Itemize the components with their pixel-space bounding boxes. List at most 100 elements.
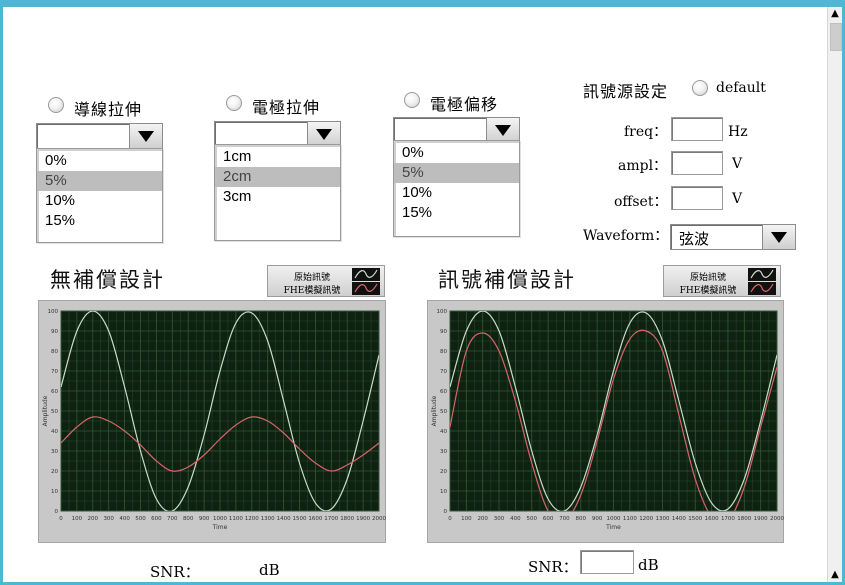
left-chart-svg: 0 100 200 300 400 500 600 700 800 900 1000 1100 1200… [42, 309, 386, 531]
chevron-down-icon[interactable] [129, 124, 162, 148]
wire-stretch-label: 導線拉伸 [74, 100, 143, 119]
x-tick-label: 1900 [356, 516, 370, 522]
x-tick-label: 900 [199, 516, 210, 522]
list-item-selected[interactable]: 2cm [215, 167, 340, 187]
chevron-down-icon[interactable] [486, 118, 519, 142]
y-tick-label: 20 [51, 469, 58, 475]
x-tick-label: 1800 [340, 516, 354, 522]
series-fhe-line [450, 329, 777, 511]
x-tick-label: 2000 [372, 516, 386, 522]
legend-fhe-label: FHE模擬訊號 [283, 286, 341, 296]
waveform-select[interactable]: 弦波 [670, 224, 796, 250]
y-tick-label: 50 [440, 409, 447, 415]
offset-unit: V [732, 191, 743, 207]
right-snr-label: SNR： [528, 558, 578, 576]
list-item[interactable]: 15% [402, 204, 433, 221]
list-item-selected[interactable]: 5% [37, 171, 162, 191]
legend-fhe-swatch [748, 282, 776, 295]
list-item[interactable]: 3cm [223, 188, 252, 205]
electrode-offset-select[interactable] [393, 117, 520, 143]
x-tick-label: 1600 [705, 516, 719, 522]
x-tick-label: 1100 [229, 516, 243, 522]
x-tick-label: 700 [167, 516, 178, 522]
scroll-up-icon[interactable]: ▲ [831, 8, 839, 19]
electrode-offset-radio[interactable] [404, 92, 420, 108]
x-tick-label: 600 [543, 516, 554, 522]
signal-source-label: 訊號源設定 [583, 82, 669, 101]
vertical-scrollbar[interactable]: ▲ ▲ [827, 7, 842, 582]
x-tick-label: 1200 [639, 516, 653, 522]
x-tick-label: 200 [88, 516, 99, 522]
y-tick-label: 0 [444, 509, 448, 515]
y-tick-label: 90 [440, 329, 447, 335]
wire-stretch-radio[interactable] [48, 97, 64, 113]
freq-field[interactable] [671, 117, 723, 141]
x-tick-label: 300 [494, 516, 505, 522]
x-tick-label: 1000 [213, 516, 227, 522]
legend-original-swatch [352, 268, 380, 281]
electrode-offset-list[interactable]: 0% 5% 10% 15% [393, 140, 520, 237]
right-snr-field[interactable] [580, 550, 634, 574]
chevron-down-icon[interactable] [307, 122, 340, 146]
series-original-line [61, 311, 379, 511]
x-tick-label: 1000 [607, 516, 621, 522]
left-snr-label: SNR： [150, 563, 200, 581]
list-item[interactable]: 0% [45, 152, 67, 169]
scroll-down-icon[interactable]: ▲ [831, 569, 839, 580]
y-tick-label: 40 [440, 429, 447, 435]
x-tick-label: 1100 [623, 516, 637, 522]
default-radio[interactable] [692, 80, 708, 96]
legend-line-icon [354, 283, 378, 293]
left-panel-title: 無補償設計 [50, 268, 165, 292]
series-fhe-line [61, 416, 379, 472]
y-tick-label: 40 [51, 429, 58, 435]
y-tick-label: 60 [440, 389, 447, 395]
x-tick-label: 2000 [770, 516, 784, 522]
ampl-field[interactable] [671, 151, 723, 175]
y-axis-label: Amplitude [42, 395, 49, 426]
x-tick-label: 300 [103, 516, 114, 522]
x-tick-label: 0 [448, 516, 452, 522]
list-item[interactable]: 0% [402, 144, 424, 161]
x-tick-label: 500 [135, 516, 146, 522]
default-label: default [716, 80, 766, 96]
wire-stretch-select[interactable] [36, 123, 163, 149]
chevron-down-icon[interactable] [762, 225, 795, 249]
list-item[interactable]: 10% [402, 184, 433, 201]
series-original-line [450, 311, 777, 511]
legend-original-label: 原始訊號 [689, 273, 726, 283]
legend-line [354, 269, 378, 279]
right-panel-title: 訊號補償設計 [438, 268, 576, 292]
list-item-selected[interactable]: 5% [394, 163, 519, 183]
x-tick-label: 1700 [324, 516, 338, 522]
list-item[interactable]: 10% [45, 192, 76, 209]
x-tick-label: 1800 [737, 516, 751, 522]
legend-fhe-swatch [352, 282, 380, 295]
electrode-stretch-radio[interactable] [226, 95, 242, 111]
x-tick-label: 500 [527, 516, 538, 522]
ampl-unit: V [732, 156, 743, 172]
waveform-label: Waveform： [583, 228, 669, 244]
x-tick-label: 0 [59, 516, 63, 522]
x-tick-label: 1700 [721, 516, 735, 522]
electrode-stretch-label: 電極拉伸 [252, 98, 321, 117]
x-tick-label: 800 [183, 516, 194, 522]
right-snr-unit: dB [638, 556, 659, 574]
x-tick-label: 1300 [261, 516, 275, 522]
scroll-thumb[interactable] [830, 23, 842, 51]
ampl-label: ampl： [618, 158, 668, 174]
waveform-value: 弦波 [679, 230, 710, 248]
y-tick-label: 30 [440, 449, 447, 455]
list-item[interactable]: 15% [45, 212, 76, 229]
electrode-stretch-list[interactable]: 1cm 2cm 3cm [214, 144, 341, 241]
list-item[interactable]: 1cm [223, 148, 252, 165]
offset-field[interactable] [671, 186, 723, 210]
y-axis-label: Amplitude [431, 395, 438, 426]
y-tick-label: 0 [55, 509, 59, 515]
x-tick-label: 400 [119, 516, 130, 522]
y-tick-label: 70 [51, 369, 58, 375]
x-axis-label: Time [212, 524, 228, 531]
wire-stretch-list[interactable]: 0% 5% 10% 15% [36, 148, 163, 243]
x-axis-label: Time [605, 524, 621, 531]
